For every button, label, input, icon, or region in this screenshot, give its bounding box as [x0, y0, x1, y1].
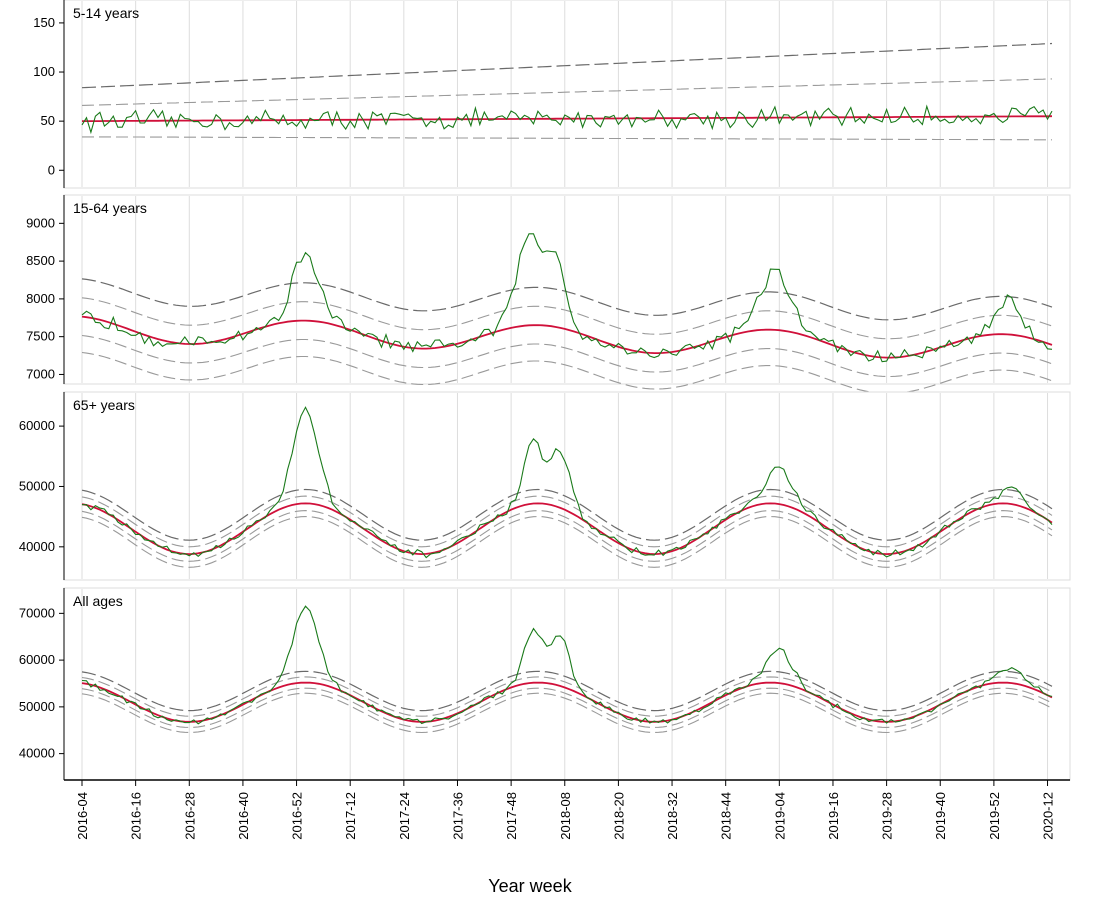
x-tick-label: 2017-12	[343, 792, 358, 840]
upper-inner-threshold-line	[81, 676, 1053, 717]
x-tick-label: 2019-16	[826, 792, 841, 840]
x-tick-label: 2016-28	[182, 792, 197, 840]
observed-line	[81, 233, 1053, 363]
panel-title: 15-64 years	[73, 200, 147, 216]
x-tick-label: 2019-04	[772, 792, 787, 840]
y-tick-label: 40000	[19, 746, 55, 761]
x-tick-label: 2019-52	[987, 792, 1002, 840]
y-tick-label: 60000	[19, 652, 55, 667]
x-tick-label: 2020-12	[1041, 792, 1056, 840]
panel-title: All ages	[73, 593, 123, 609]
x-tick-label: 2018-08	[558, 792, 573, 840]
x-tick-label: 2016-40	[236, 792, 251, 840]
lower-outer-threshold-line	[81, 351, 1053, 395]
y-tick-label: 50000	[19, 699, 55, 714]
x-tick-label: 2016-52	[290, 792, 305, 840]
y-tick-label: 150	[33, 15, 55, 30]
upper-inner-threshold-line	[81, 297, 1053, 340]
x-tick-label: 2017-24	[397, 792, 412, 840]
x-tick-label: 2018-44	[719, 792, 734, 840]
lower-threshold-line	[82, 136, 1052, 141]
upper-outer-threshold-line	[81, 488, 1053, 541]
panel-title: 65+ years	[73, 397, 135, 413]
x-tick-label: 2019-28	[880, 792, 895, 840]
y-tick-label: 9000	[26, 215, 55, 230]
y-tick-label: 50	[41, 113, 55, 128]
upper-outer-threshold-line	[81, 670, 1053, 712]
y-tick-label: 8000	[26, 291, 55, 306]
panel-frame	[63, 391, 1071, 581]
panel-frame	[63, 587, 1071, 781]
y-tick-label: 7500	[26, 329, 55, 344]
upper-inner-threshold-line	[81, 78, 1053, 106]
x-tick-label: 2018-20	[611, 792, 626, 840]
x-tick-label: 2019-40	[933, 792, 948, 840]
upper-outer-threshold-line	[81, 42, 1053, 89]
lower-outer-threshold-line	[81, 692, 1053, 734]
panel-3: 40000 50000 60000 65+ years	[19, 391, 1071, 581]
panel-title: 5-14 years	[73, 5, 139, 21]
x-axis-label: Year week	[488, 876, 572, 896]
lower-threshold-line	[81, 687, 1053, 728]
x-tick-label: 2016-04	[75, 792, 90, 840]
y-tick-label: 7000	[26, 366, 55, 381]
panel-4: 40000 50000 60000 70000 All ages	[19, 587, 1071, 781]
panel-frame	[63, 194, 1071, 385]
observed-line	[82, 406, 1053, 559]
y-tick-label: 8500	[26, 253, 55, 268]
lower-threshold-line	[81, 334, 1053, 378]
x-tick-label: 2016-16	[129, 792, 144, 840]
x-tick-label: 2017-36	[450, 792, 465, 840]
y-tick-label: 100	[33, 64, 55, 79]
baseline-line	[81, 681, 1053, 723]
x-tick-label: 2017-48	[504, 792, 519, 840]
y-tick-label: 60000	[19, 418, 55, 433]
panel-1: 0 50 100 150 5-14 years	[33, 0, 1071, 189]
y-tick-label: 40000	[19, 539, 55, 554]
upper-outer-threshold-line	[81, 278, 1053, 321]
y-tick-label: 50000	[19, 478, 55, 493]
lower-outer-threshold-line	[81, 516, 1053, 568]
baseline-line	[82, 115, 1053, 122]
upper-inner-threshold-line	[81, 495, 1053, 548]
observed-line	[81, 605, 1053, 725]
panel-2: 7000 7500 8000 8500 9000 15-64 years	[26, 194, 1071, 395]
y-tick-label: 70000	[19, 605, 55, 620]
panel-frame	[63, 0, 1071, 189]
baseline-line	[81, 315, 1053, 359]
observed-line	[81, 104, 1053, 135]
y-tick-label: 0	[48, 162, 55, 177]
x-tick-label: 2018-32	[665, 792, 680, 840]
lower-threshold-line	[81, 510, 1053, 562]
